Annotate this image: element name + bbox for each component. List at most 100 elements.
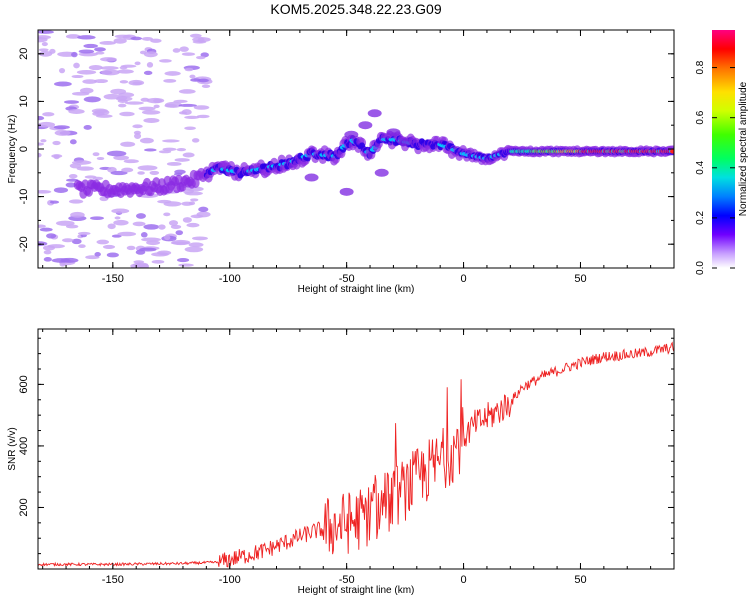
noise-blob [146,61,154,68]
noise-blob [94,252,101,257]
ridge-lump [386,128,401,137]
noise-blob [189,33,202,38]
noise-blob [172,48,181,53]
noise-blob [119,80,129,84]
noise-blob [175,230,184,236]
colorbar-tick-label: 0.0 [695,261,706,275]
noise-blob [61,238,74,243]
noise-blob [177,257,190,263]
noise-blob [178,89,196,94]
noise-blob [132,124,143,129]
noise-blob [174,158,190,162]
noise-blob [70,211,85,218]
noise-blob [164,235,171,241]
noise-blob [38,50,53,57]
noise-blob [139,137,154,144]
noise-blob [38,241,48,247]
noise-blob [38,115,45,121]
noise-blob [78,49,95,54]
noise-blob [113,38,127,44]
noise-blob [184,126,196,130]
noise-blob [150,38,162,43]
noise-blob [103,93,120,100]
noise-blob [173,172,183,176]
noise-blob [137,171,145,175]
noise-blob [68,108,85,115]
noise-blob [106,150,127,157]
noise-blob [84,175,97,179]
noise-blob [99,57,117,62]
noise-blob [191,138,200,143]
spectrogram-y-tick-label: 0 [18,146,30,152]
noise-blob [110,170,128,176]
noise-blob [143,51,158,58]
colorbar-tick-label: 0.8 [695,60,706,74]
noise-blob [113,219,129,226]
noise-blob [41,42,48,47]
noise-blob [130,36,143,41]
spectrogram-marks [38,30,674,268]
noise-blob [158,150,172,154]
noise-blob [117,103,127,108]
noise-blob [38,224,46,228]
noise-blob [198,206,209,213]
noise-blob [101,69,120,76]
snr-series-line [38,341,674,568]
noise-blob [38,48,49,52]
noise-blob [53,154,60,160]
snr-x-tick-label: 0 [460,574,466,586]
noise-blob [65,34,81,39]
noise-blob [38,121,56,128]
noise-blob [53,187,69,194]
noise-blob [40,139,47,143]
snr-frame [37,328,675,570]
noise-blob [184,115,200,119]
noise-blob [58,67,66,74]
spectrogram-x-tick-label: 50 [574,273,586,285]
noise-blob [85,255,100,260]
figure-title: KOM5.2025.348.22.23.G09 [270,1,441,17]
noise-blob [113,155,130,161]
noise-blob [146,240,161,246]
spectrogram-y-tick-label: 20 [18,48,30,60]
noise-blob [116,69,134,74]
noise-blob [158,224,166,230]
spectrogram-x-tick-label: -50 [339,273,355,285]
noise-blob [141,110,161,115]
snr-y-tick-label: 200 [18,498,30,516]
noise-blob [144,148,157,152]
noise-blob [111,208,130,214]
noise-blob [171,239,191,246]
spectrogram-x-label: Height of straight line (km) [298,284,415,295]
noise-blob [140,97,150,102]
noise-blob [38,142,45,146]
noise-blob [83,43,98,49]
noise-blob [96,239,110,245]
colorbar-tick-label: 0.2 [695,211,706,225]
noise-blob [181,109,192,116]
snr-x-tick-label: -50 [339,574,355,586]
noise-blob [119,66,128,70]
noise-blob [141,237,161,242]
noise-blob [153,104,160,109]
noise-blob [134,61,141,66]
noise-blob [193,105,210,110]
snr-y-tick-label: 600 [18,375,30,393]
ridge-lump [374,168,389,177]
noise-blob [140,232,148,238]
noise-blob [96,156,105,161]
ridge-halo [84,186,93,197]
colorbar-gradient [712,30,735,268]
noise-blob [52,140,61,146]
snr-x-tick-label: 50 [574,574,586,586]
noise-blob [107,223,116,230]
noise-blob [182,152,195,158]
spectrogram-x-tick-label: -100 [219,273,241,285]
noise-blob [59,261,66,267]
noise-blob [162,139,180,143]
noise-blob [191,236,208,241]
noise-blob [157,199,172,204]
spectrogram-x-tick-label: 0 [460,273,466,285]
noise-blob [184,67,194,72]
noise-blob [117,231,137,237]
